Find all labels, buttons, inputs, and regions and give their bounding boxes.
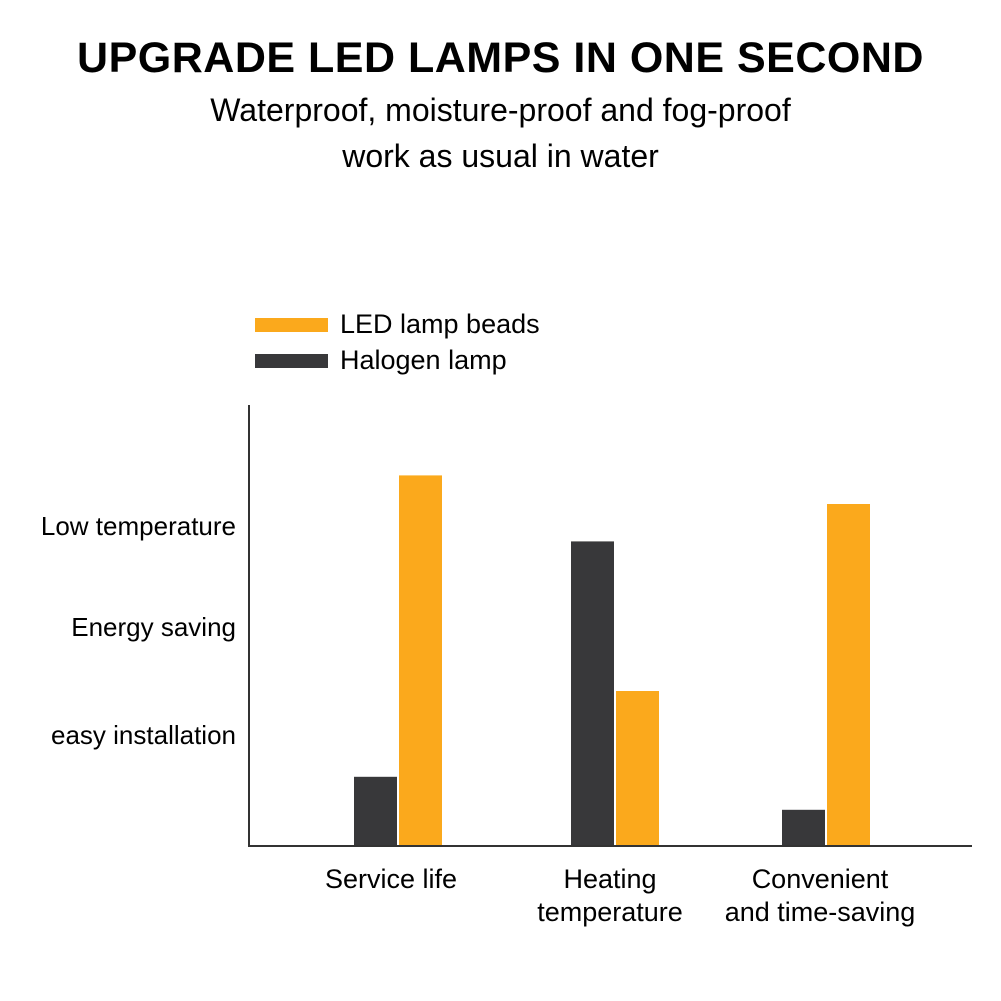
bar-led-2 (827, 504, 870, 845)
bar-led-0 (399, 475, 442, 845)
subtitle-line-1: Waterproof, moisture-proof and fog-proof (210, 92, 791, 128)
legend-swatch-halogen (255, 354, 328, 368)
x-label-line: temperature (537, 897, 683, 927)
x-label-convenient: Convenient and time-saving (700, 863, 940, 929)
bar-led-1 (616, 691, 659, 845)
page-title: UPGRADE LED LAMPS IN ONE SECOND (77, 34, 924, 82)
legend-swatch-led (255, 318, 328, 332)
bar-halogen-0 (354, 776, 397, 845)
x-label-line: Convenient (751, 864, 889, 894)
y-label-low-temperature: Low temperature (40, 511, 236, 541)
legend-label-halogen: Halogen lamp (340, 345, 507, 375)
subtitle-line-2: work as usual in water (342, 138, 659, 174)
y-label-energy-saving: Energy saving (71, 612, 236, 642)
x-label-line: Service life (324, 864, 458, 894)
bar-halogen-2 (782, 809, 825, 845)
x-label-service-life: Service life (271, 863, 511, 896)
legend-label-led: LED lamp beads (340, 309, 540, 339)
x-label-line: Heating (563, 864, 657, 894)
bar-halogen-1 (571, 541, 614, 845)
x-label-heating-temperature: Heating temperature (490, 863, 730, 929)
y-label-easy-installation: easy installation (51, 720, 236, 750)
x-label-line: and time-saving (724, 897, 916, 927)
